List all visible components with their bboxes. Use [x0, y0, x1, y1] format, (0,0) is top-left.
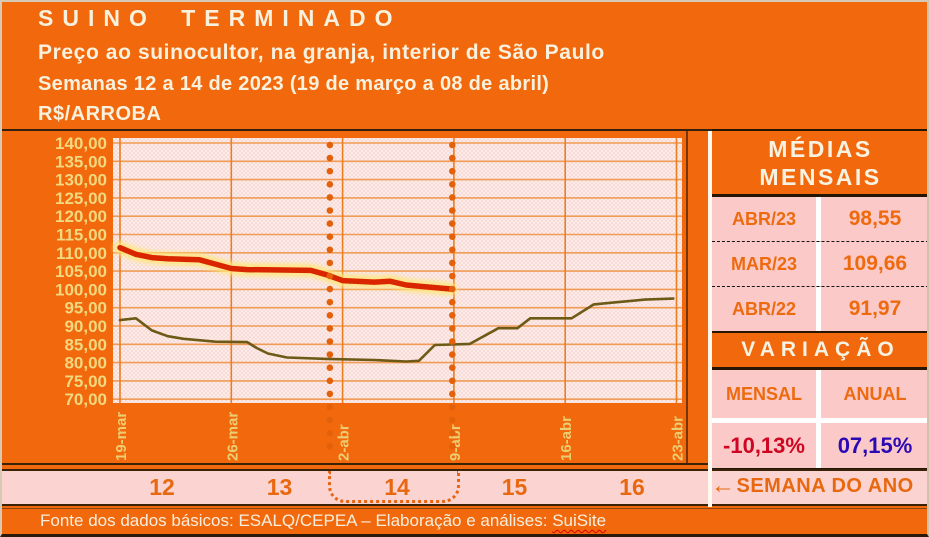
table-row: MAR/23 109,66 — [712, 241, 929, 286]
week-of-year-label: ←SEMANA DO ANO — [711, 469, 914, 502]
svg-text:100,00: 100,00 — [55, 280, 107, 299]
week-number-16: 16 — [619, 474, 645, 500]
left-arrow-icon: ← — [711, 472, 736, 499]
month-label: ABR/23 — [731, 208, 797, 229]
column-divider — [816, 370, 821, 418]
svg-text:120,00: 120,00 — [55, 207, 107, 226]
svg-text:95,00: 95,00 — [64, 299, 107, 318]
week-band-hairline — [0, 463, 708, 465]
week-number-15: 15 — [501, 474, 528, 500]
variation-col-label: ANUAL — [843, 383, 907, 404]
week-number-13: 13 — [266, 474, 293, 500]
monthly-variation-value: -10,13% — [723, 432, 805, 458]
variation-header-row: MENSAL ANUAL — [712, 370, 929, 418]
y-gridlines-and-labels: 140,00135,00130,00125,00120,00115,00110,… — [55, 134, 682, 409]
week-of-year-text: SEMANA DO ANO — [736, 475, 914, 497]
column-divider — [816, 287, 821, 331]
svg-text:26-mar: 26-mar — [224, 412, 241, 461]
week-14-marker-lines — [326, 141, 456, 450]
period-line: Semanas 12 a 14 de 2023 (19 de março a 0… — [38, 73, 550, 95]
week-number-14: 14 — [384, 474, 410, 500]
svg-text:85,00: 85,00 — [64, 335, 107, 354]
price-line-1 — [117, 244, 454, 292]
page-title: SUINO TERMINADO — [38, 5, 402, 31]
price-line-2 — [118, 297, 675, 363]
month-value: 109,66 — [842, 252, 908, 275]
unit-label: R$/ARROBA — [38, 103, 162, 125]
footer: Fonte dos dados básicos: ESALQ/CEPEA – E… — [0, 509, 929, 534]
table-row: ABR/23 98,55 — [712, 197, 929, 241]
footer-hairline — [0, 508, 929, 509]
svg-text:2-abr: 2-abr — [336, 424, 353, 461]
svg-text:135,00: 135,00 — [55, 152, 107, 171]
month-value: 98,55 — [848, 207, 902, 230]
header-divider — [0, 129, 929, 131]
svg-text:115,00: 115,00 — [56, 226, 107, 245]
column-divider — [816, 197, 821, 241]
variation-title: VARIAÇÃO — [712, 331, 929, 370]
variation-col-label: MENSAL — [726, 383, 802, 404]
svg-text:75,00: 75,00 — [64, 372, 107, 391]
week-number-12: 12 — [149, 474, 175, 500]
row-divider — [712, 418, 929, 423]
svg-text:19-mar: 19-mar — [113, 412, 130, 461]
week-axis-band: 12 13 14 15 16 — [0, 469, 929, 506]
monthly-averages-title: MÉDIAS MENSAIS — [712, 129, 929, 197]
monthly-averages-table: ABR/23 98,55 MAR/23 109,66 ABR/22 91,97 — [712, 197, 929, 331]
svg-text:23-abr: 23-abr — [670, 416, 687, 461]
variation-values-row: -10,13% 07,15% — [712, 423, 929, 470]
svg-text:105,00: 105,00 — [55, 262, 107, 281]
month-label: ABR/22 — [731, 298, 797, 319]
svg-text:130,00: 130,00 — [55, 171, 107, 190]
svg-text:70,00: 70,00 — [64, 390, 107, 409]
svg-text:9-abr: 9-abr — [447, 424, 464, 461]
svg-text:140,00: 140,00 — [55, 134, 107, 153]
column-divider — [816, 242, 821, 286]
week-14-bracket — [328, 471, 460, 503]
svg-text:125,00: 125,00 — [55, 189, 107, 208]
panel-separator — [708, 131, 712, 507]
svg-text:16-abr: 16-abr — [558, 416, 575, 461]
table-row: ABR/22 91,97 — [712, 286, 929, 331]
price-chart: 140,00135,00130,00125,00120,00115,00110,… — [55, 134, 687, 461]
x-gridlines-and-labels: 19-mar 26-mar 2-abr 9-abr 16-abr 23-abr — [113, 138, 687, 461]
page-subtitle: Preço ao suinocultor, na granja, interio… — [38, 41, 605, 64]
svg-text:80,00: 80,00 — [64, 354, 107, 373]
annual-variation-value: 07,15% — [837, 432, 913, 458]
month-label: MAR/23 — [730, 253, 797, 274]
plot-right-edge — [686, 131, 688, 465]
source-text: Fonte dos dados básicos: ESALQ/CEPEA – E… — [40, 511, 553, 530]
right-panel: MÉDIAS MENSAIS ABR/23 98,55 MAR/23 109,6… — [712, 129, 929, 470]
header: SUINO TERMINADO Preço ao suinocultor, na… — [38, 5, 605, 126]
svg-text:90,00: 90,00 — [64, 317, 107, 336]
column-divider — [816, 423, 821, 468]
suisite-link[interactable]: SuiSite — [552, 511, 607, 530]
svg-text:110,00: 110,00 — [56, 244, 107, 263]
month-value: 91,97 — [848, 297, 902, 320]
